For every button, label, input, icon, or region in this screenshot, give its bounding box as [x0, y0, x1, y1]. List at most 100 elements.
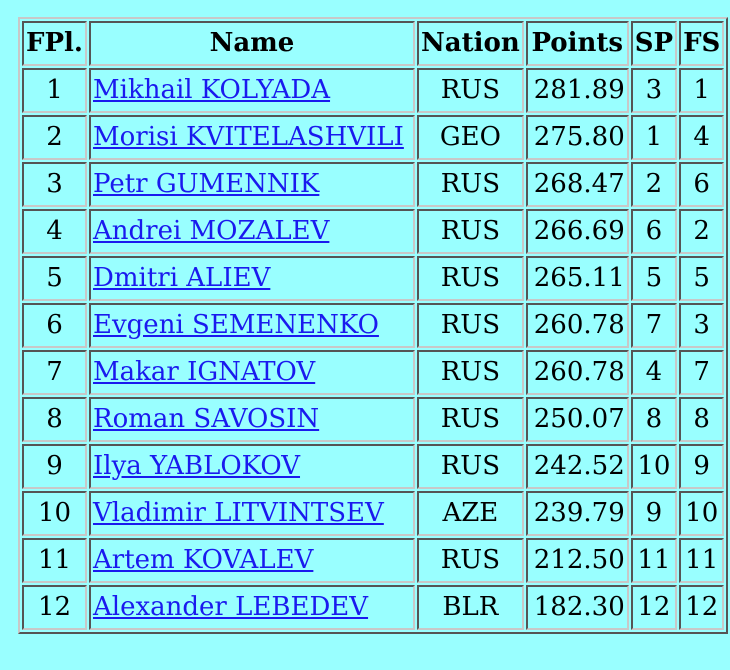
header-points: Points [525, 21, 629, 66]
nation-cell: AZE [417, 491, 524, 536]
skater-link[interactable]: Roman SAVOSIN [93, 404, 320, 434]
nation-cell: RUS [417, 538, 524, 583]
points-cell: 266.69 [525, 209, 629, 254]
sp-cell: 5 [630, 256, 678, 301]
name-cell: Vladimir LITVINTSEV [89, 491, 415, 536]
name-cell: Mikhail KOLYADA [89, 68, 415, 113]
fs-cell: 9 [679, 444, 725, 489]
results-body: 1 Mikhail KOLYADA RUS 281.89 3 1 2 Morisi KVITE… [22, 68, 725, 630]
points-cell: 275.80 [525, 115, 629, 160]
points-cell: 250.07 [525, 397, 629, 442]
place-cell: 5 [22, 256, 87, 301]
points-cell: 268.47 [525, 162, 629, 207]
name-cell: Dmitri ALIEV [89, 256, 415, 301]
nation-cell: RUS [417, 162, 524, 207]
skater-link[interactable]: Alexander LEBEDEV [93, 592, 369, 622]
points-cell: 281.89 [525, 68, 629, 113]
skater-link[interactable]: Morisi KVITELASHVILI [93, 122, 404, 152]
sp-cell: 3 [630, 68, 678, 113]
skater-link[interactable]: Petr GUMENNIK [93, 169, 320, 199]
table-row: 11 Artem KOVALEV RUS 212.50 11 11 [22, 538, 725, 583]
points-cell: 265.11 [525, 256, 629, 301]
skater-link[interactable]: Andrei MOZALEV [93, 216, 330, 246]
place-cell: 8 [22, 397, 87, 442]
name-cell: Artem KOVALEV [89, 538, 415, 583]
place-cell: 12 [22, 585, 87, 630]
name-cell: Roman SAVOSIN [89, 397, 415, 442]
table-row: 1 Mikhail KOLYADA RUS 281.89 3 1 [22, 68, 725, 113]
points-cell: 182.30 [525, 585, 629, 630]
points-cell: 212.50 [525, 538, 629, 583]
fs-cell: 3 [679, 303, 725, 348]
place-cell: 6 [22, 303, 87, 348]
fs-cell: 1 [679, 68, 725, 113]
header-name: Name [89, 21, 415, 66]
table-row: 8 Roman SAVOSIN RUS 250.07 8 8 [22, 397, 725, 442]
sp-cell: 4 [630, 350, 678, 395]
fs-cell: 4 [679, 115, 725, 160]
table-row: 9 Ilya YABLOKOV RUS 242.52 10 9 [22, 444, 725, 489]
table-row: 10 Vladimir LITVINTSEV AZE 239.79 9 10 [22, 491, 725, 536]
name-cell: Andrei MOZALEV [89, 209, 415, 254]
header-row: FPl. Name Nation Points SP FS [22, 21, 725, 66]
place-cell: 11 [22, 538, 87, 583]
name-cell: Alexander LEBEDEV [89, 585, 415, 630]
place-cell: 2 [22, 115, 87, 160]
fs-cell: 7 [679, 350, 725, 395]
fs-cell: 6 [679, 162, 725, 207]
header-fs: FS [679, 21, 725, 66]
fs-cell: 5 [679, 256, 725, 301]
table-row: 2 Morisi KVITELASHVILI GEO 275.80 1 4 [22, 115, 725, 160]
sp-cell: 12 [630, 585, 678, 630]
fs-cell: 8 [679, 397, 725, 442]
table-row: 3 Petr GUMENNIK RUS 268.47 2 6 [22, 162, 725, 207]
sp-cell: 2 [630, 162, 678, 207]
fs-cell: 11 [679, 538, 725, 583]
name-cell: Makar IGNATOV [89, 350, 415, 395]
nation-cell: RUS [417, 397, 524, 442]
name-cell: Evgeni SEMENENKO [89, 303, 415, 348]
nation-cell: RUS [417, 256, 524, 301]
table-row: 12 Alexander LEBEDEV BLR 182.30 12 12 [22, 585, 725, 630]
nation-cell: BLR [417, 585, 524, 630]
header-sp: SP [630, 21, 678, 66]
sp-cell: 10 [630, 444, 678, 489]
nation-cell: RUS [417, 444, 524, 489]
place-cell: 1 [22, 68, 87, 113]
header-nation: Nation [417, 21, 524, 66]
sp-cell: 6 [630, 209, 678, 254]
place-cell: 9 [22, 444, 87, 489]
name-cell: Ilya YABLOKOV [89, 444, 415, 489]
points-cell: 242.52 [525, 444, 629, 489]
points-cell: 239.79 [525, 491, 629, 536]
name-cell: Morisi KVITELASHVILI [89, 115, 415, 160]
skater-link[interactable]: Makar IGNATOV [93, 357, 316, 387]
nation-cell: RUS [417, 350, 524, 395]
skater-link[interactable]: Mikhail KOLYADA [93, 75, 331, 105]
name-cell: Petr GUMENNIK [89, 162, 415, 207]
nation-cell: RUS [417, 68, 524, 113]
table-row: 6 Evgeni SEMENENKO RUS 260.78 7 3 [22, 303, 725, 348]
nation-cell: GEO [417, 115, 524, 160]
fs-cell: 2 [679, 209, 725, 254]
nation-cell: RUS [417, 303, 524, 348]
sp-cell: 1 [630, 115, 678, 160]
skater-link[interactable]: Artem KOVALEV [93, 545, 314, 575]
skater-link[interactable]: Vladimir LITVINTSEV [93, 498, 384, 528]
sp-cell: 7 [630, 303, 678, 348]
fs-cell: 10 [679, 491, 725, 536]
points-cell: 260.78 [525, 303, 629, 348]
skater-link[interactable]: Dmitri ALIEV [93, 263, 271, 293]
table-row: 4 Andrei MOZALEV RUS 266.69 6 2 [22, 209, 725, 254]
skater-link[interactable]: Ilya YABLOKOV [93, 451, 301, 481]
sp-cell: 9 [630, 491, 678, 536]
sp-cell: 11 [630, 538, 678, 583]
header-place: FPl. [22, 21, 87, 66]
results-table: FPl. Name Nation Points SP FS 1 Mikhail K… [18, 17, 729, 634]
skater-link[interactable]: Evgeni SEMENENKO [93, 310, 379, 340]
table-row: 7 Makar IGNATOV RUS 260.78 4 7 [22, 350, 725, 395]
table-row: 5 Dmitri ALIEV RUS 265.11 5 5 [22, 256, 725, 301]
place-cell: 7 [22, 350, 87, 395]
fs-cell: 12 [679, 585, 725, 630]
place-cell: 4 [22, 209, 87, 254]
